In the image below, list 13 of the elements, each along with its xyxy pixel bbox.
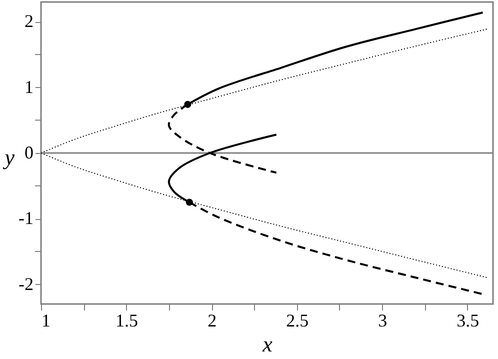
x-tick-label: 3 [378,310,388,330]
x-tick-label: 1.5 [116,310,138,330]
x-tick-label: 2.5 [286,310,309,330]
x-tick-label: 2 [208,310,217,330]
x-tick-label: 1 [42,310,50,330]
y-tick-label: -2 [18,274,34,294]
x-tick-label: 3.5 [456,310,480,330]
y-tick-label: 1 [24,76,34,97]
y-tick-label: 2 [24,11,34,32]
x-axis-title: x [262,332,273,356]
y-axis-title: y [2,144,15,170]
y-tick-label: 0 [24,142,34,162]
y-tick-label: -1 [18,208,34,228]
